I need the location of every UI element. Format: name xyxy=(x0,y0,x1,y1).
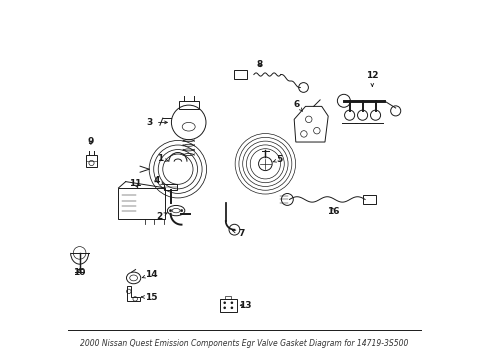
Text: 14: 14 xyxy=(142,270,158,279)
Circle shape xyxy=(169,210,171,212)
Text: 3: 3 xyxy=(146,118,167,127)
Bar xyxy=(86,155,97,167)
Text: 10: 10 xyxy=(73,268,85,277)
Circle shape xyxy=(223,301,225,304)
Text: 1: 1 xyxy=(157,154,168,163)
Circle shape xyxy=(180,210,183,212)
Text: 2000 Nissan Quest Emission Components Egr Valve Gasket Diagram for 14719-3S500: 2000 Nissan Quest Emission Components Eg… xyxy=(80,339,408,348)
Bar xyxy=(118,188,165,219)
Circle shape xyxy=(223,306,225,309)
Text: 5: 5 xyxy=(272,155,282,164)
Bar xyxy=(234,70,247,79)
Text: 11: 11 xyxy=(129,179,142,188)
Text: 13: 13 xyxy=(239,301,251,310)
Text: 7: 7 xyxy=(232,229,244,238)
Text: 12: 12 xyxy=(366,71,378,86)
Bar xyxy=(164,184,177,190)
Circle shape xyxy=(230,306,233,309)
Text: 4: 4 xyxy=(153,176,163,185)
Bar xyxy=(178,101,199,109)
Text: 8: 8 xyxy=(256,60,263,69)
Text: 6: 6 xyxy=(293,100,302,111)
Text: 16: 16 xyxy=(327,207,339,216)
Bar xyxy=(225,296,231,299)
Text: 15: 15 xyxy=(142,292,157,302)
Circle shape xyxy=(230,301,233,304)
Text: 9: 9 xyxy=(87,136,93,145)
Text: 2: 2 xyxy=(156,212,167,221)
Bar xyxy=(219,299,237,312)
Bar xyxy=(362,194,375,204)
